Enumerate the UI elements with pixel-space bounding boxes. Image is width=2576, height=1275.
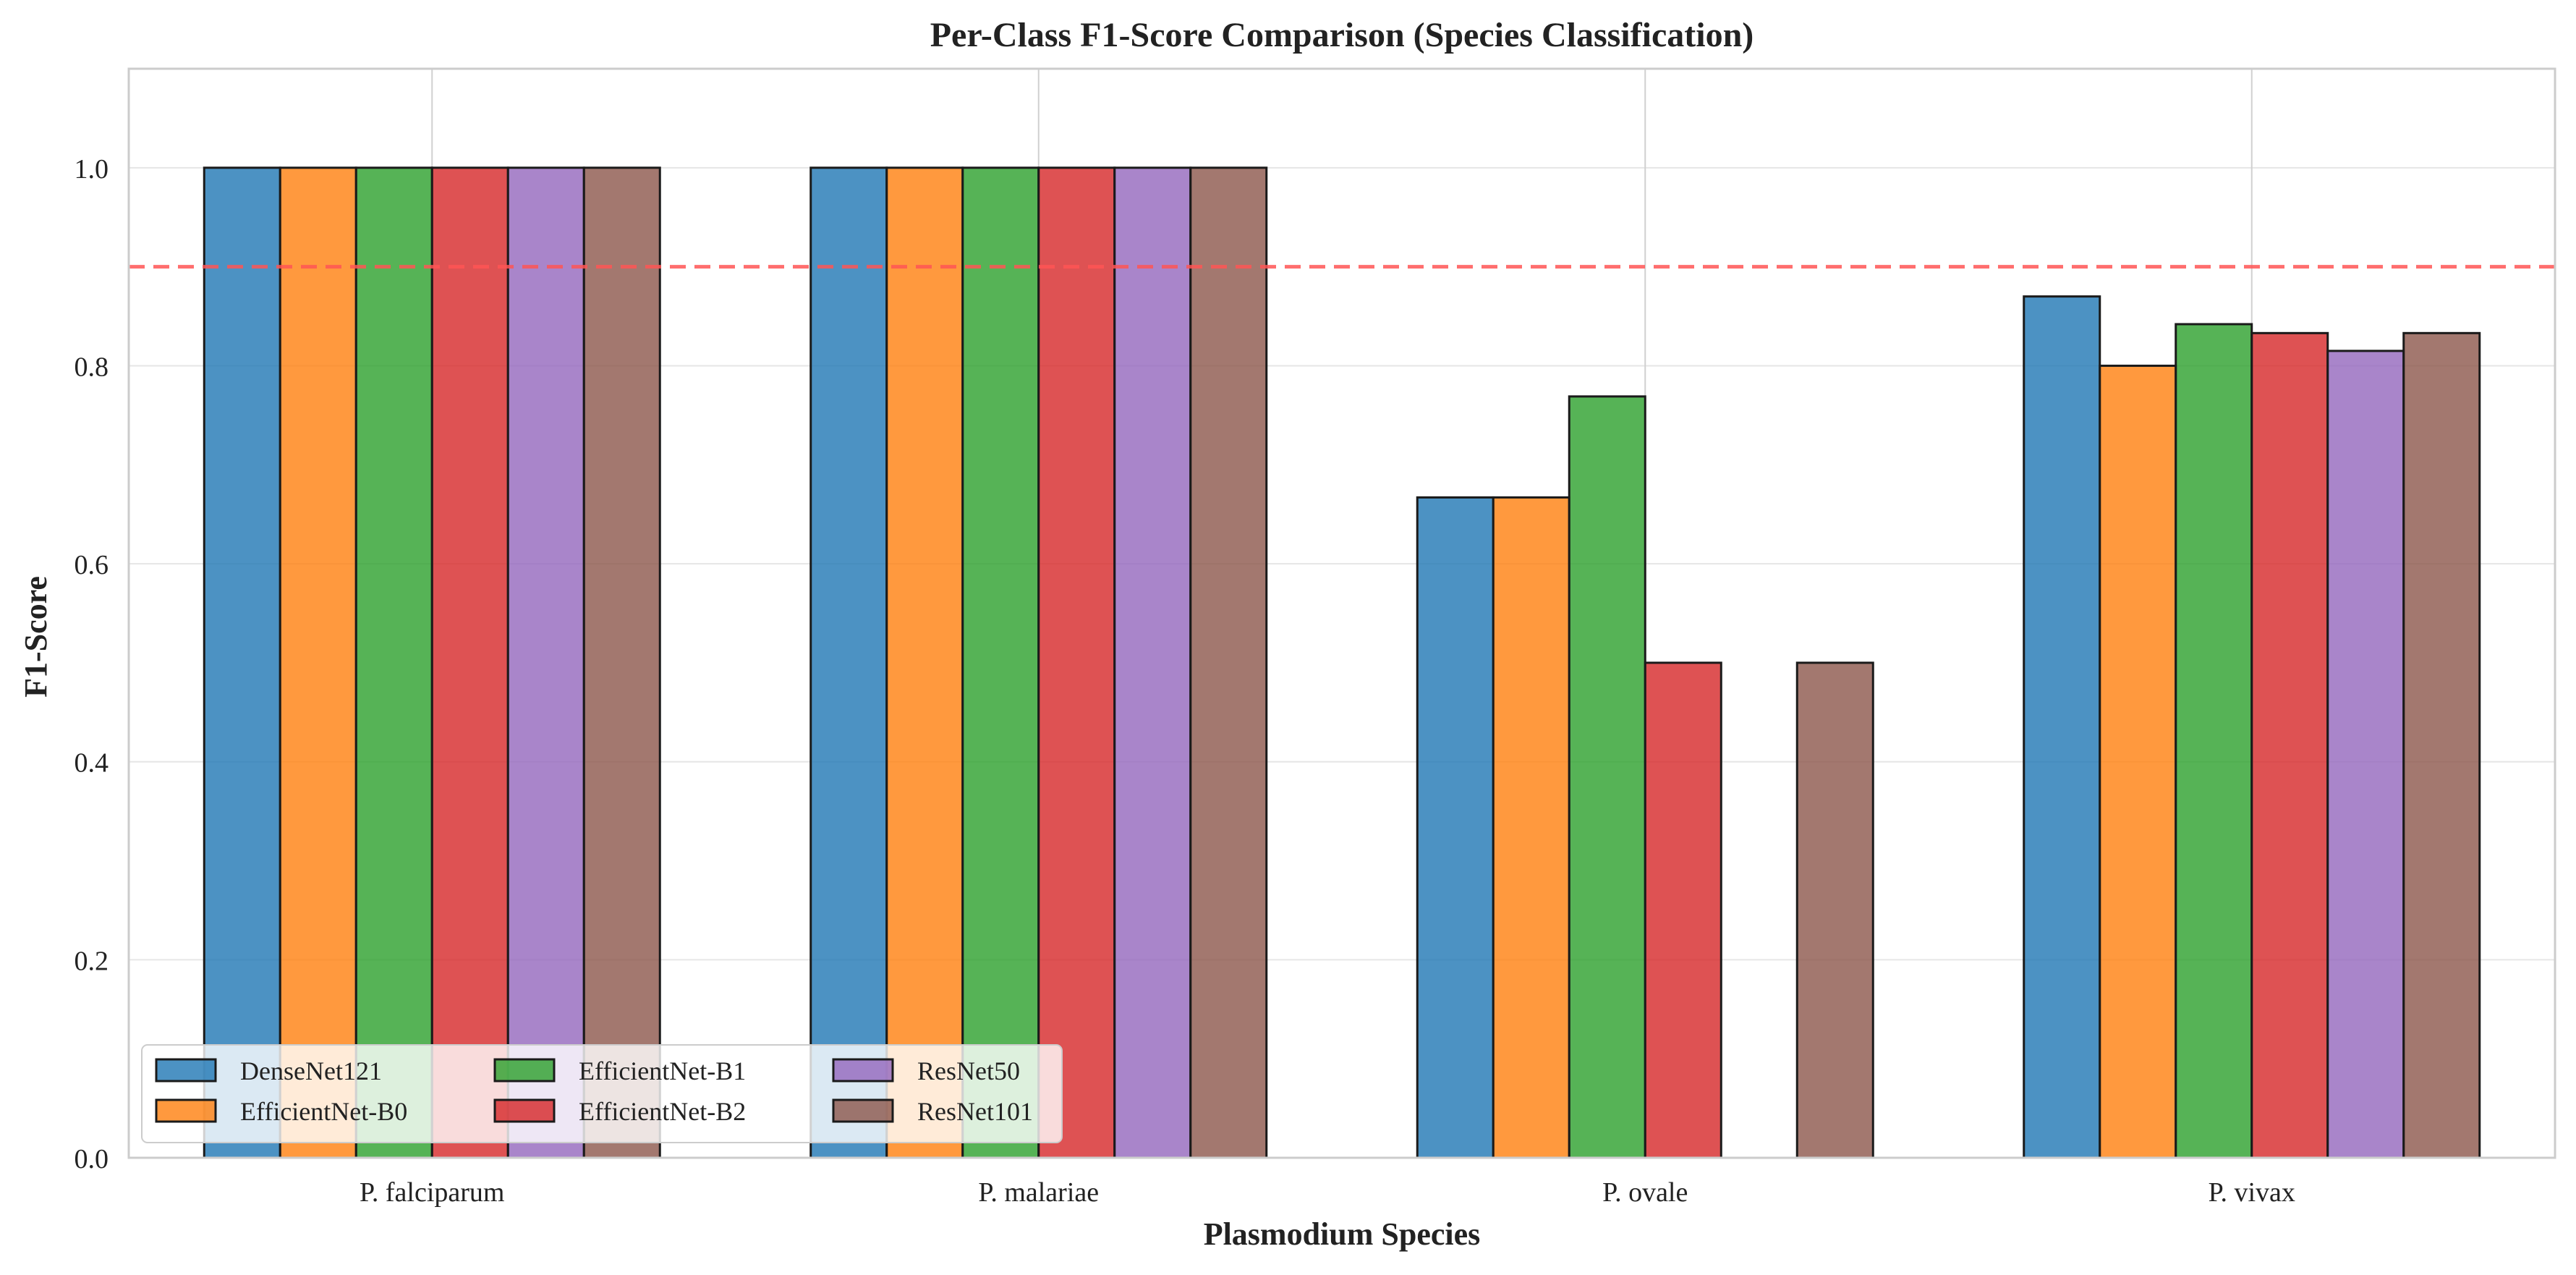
y-tick-label: 0.6 [75,550,109,580]
plot-area: 0.0 0.2 0.4 0.6 0.8 1.0 P. falciparum P. malari… [75,67,2556,1208]
bar [1795,661,1874,1159]
legend-label: DenseNet121 [240,1056,382,1085]
legend-swatch [832,1098,894,1123]
legend-swatch [155,1058,217,1083]
bar [809,166,888,1159]
y-tick-label: 0.0 [75,1144,109,1174]
x-tick-label: P. vivax [2209,1177,2295,1208]
bar [2175,323,2253,1159]
x-tick-label: P. malariae [978,1177,1099,1208]
bar [2250,331,2329,1159]
legend: DenseNet121 EfficientNet-B0 EfficientNet-B… [141,1044,1063,1143]
bar [1568,395,1646,1159]
legend-swatch [155,1098,217,1123]
y-tick-label: 0.8 [75,352,109,382]
bar [2402,331,2481,1159]
bar [1113,166,1192,1159]
bar [1644,661,1722,1159]
x-tick-label: P. falciparum [360,1177,505,1208]
chart-title: Per-Class F1-Score Comparison (Species C… [930,16,1754,54]
bar [2099,364,2177,1159]
bar [2023,295,2101,1159]
x-tick-label: P. ovale [1602,1177,1688,1208]
y-axis-label: F1-Score [18,576,54,698]
y-tick-label: 0.4 [75,748,109,779]
y-tick-label: 1.0 [75,154,109,185]
bar [885,166,964,1159]
legend-label: EfficientNet-B2 [579,1097,746,1126]
y-tick-label: 0.2 [75,946,109,976]
plot-frame [127,67,2556,1159]
bar [1416,496,1495,1159]
bar [1037,166,1116,1159]
bar [2326,350,2405,1159]
legend-swatch [832,1058,894,1083]
bar [430,166,509,1159]
bar [354,166,433,1159]
x-axis-label: Plasmodium Species [1204,1216,1481,1252]
legend-label: EfficientNet-B1 [579,1056,746,1085]
bar [961,166,1040,1159]
legend-label: ResNet101 [917,1097,1033,1126]
bar [1492,496,1570,1159]
legend-swatch [493,1098,556,1123]
bar [506,166,585,1159]
legend-label: EfficientNet-B0 [240,1097,407,1126]
legend-swatch [493,1058,556,1083]
bar [1189,166,1268,1159]
legend-box [141,1044,1063,1143]
bar [203,166,281,1159]
bar [582,166,661,1159]
bar [279,166,357,1159]
legend-label: ResNet50 [917,1056,1020,1085]
